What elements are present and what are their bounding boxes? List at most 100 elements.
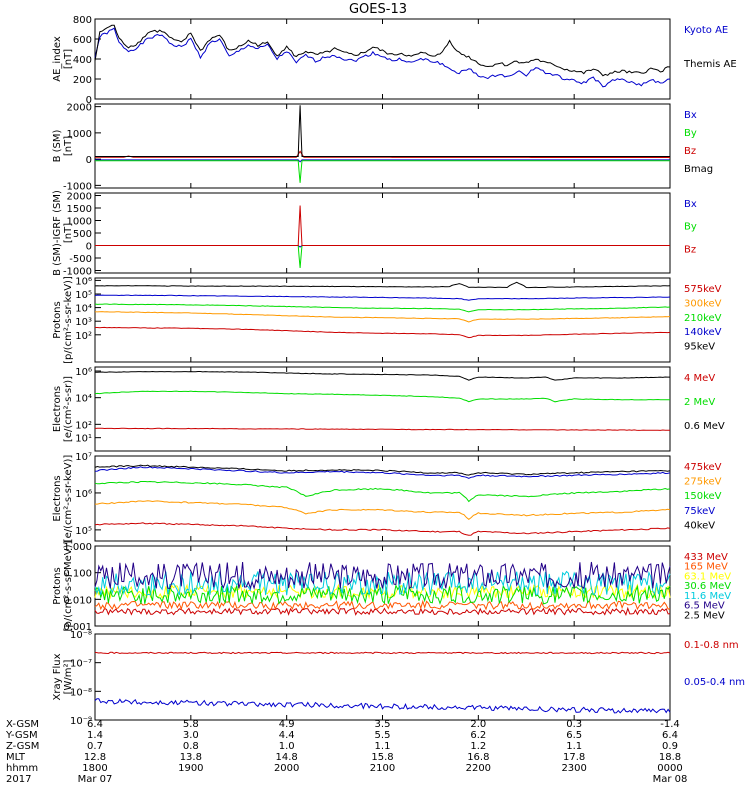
y-tick-label: 10⁴ — [75, 304, 92, 315]
y-axis-label: [W/m²] — [63, 659, 74, 694]
y-tick-label: 200 — [73, 75, 92, 86]
series-line-210kev — [94, 303, 671, 313]
time-axis-value: 1.1 — [375, 741, 391, 752]
time-axis-row-label: Y-GSM — [5, 730, 38, 741]
y-tick-label: 0 — [86, 95, 92, 106]
time-axis-value: 1900 — [178, 763, 203, 774]
series-line-6-5-mev — [94, 561, 671, 591]
legend-label: 575keV — [684, 284, 722, 295]
legend-label: Themis AE — [683, 59, 737, 70]
time-axis-value: 6.4 — [87, 719, 103, 730]
time-axis-value: 14.8 — [276, 752, 298, 763]
series-line-95kev — [94, 281, 671, 289]
legend-label: 2 MeV — [684, 397, 715, 408]
series-line-by — [95, 160, 670, 183]
y-tick-label: 2000 — [67, 103, 92, 114]
y-tick-label: 10² — [75, 331, 92, 342]
panel-8: 10⁻⁸ 10⁻⁷ 10⁻⁸ 10⁻⁹ Xray Flux [W/m²] 0.1-0.8 n… — [52, 630, 745, 727]
y-axis-label: B (SM) — [52, 129, 63, 162]
series-line-0-05-0-4-nm — [94, 698, 671, 714]
panel-6: 10⁷ 10⁶ 10⁵ Electrons [e/(cm²-s-sr-keV)] 475k… — [52, 452, 722, 542]
y-tick-label: 400 — [73, 55, 92, 66]
series-line-4-mev — [94, 427, 671, 431]
y-tick-label: 0.001 — [63, 622, 92, 633]
y-tick-label: 10¹ — [75, 434, 92, 445]
series-line-30-6-mev — [94, 583, 671, 605]
series-line-475kev — [94, 522, 671, 536]
y-axis-label: Electrons — [52, 386, 63, 432]
series-line-433-mev — [94, 606, 671, 617]
legend-label: 6.5 MeV — [684, 601, 725, 612]
legend-label: 2.5 MeV — [684, 610, 725, 621]
panel-frame — [94, 366, 671, 452]
time-axis-row-label: X-GSM — [6, 719, 39, 730]
legend-label: 210keV — [684, 313, 722, 324]
y-tick-label: 10⁶ — [75, 276, 92, 287]
legend-label: Bz — [684, 146, 696, 157]
legend-label: 300keV — [684, 298, 722, 309]
time-axis-value: 1800 — [82, 763, 107, 774]
series-line-150kev — [94, 480, 671, 503]
panel-5: 10⁶ 10⁴ 10² 10¹ Electrons [e/(cm²-s-sr)] 4 MeV… — [52, 366, 725, 452]
panel-4: 10⁶ 10⁵ 10⁴ 10³ 10² Protons [p/(cm²-s-sr-keV)]… — [52, 276, 722, 364]
time-axis-value: 0.8 — [183, 741, 199, 752]
legend-label: 30.6 MeV — [684, 581, 731, 592]
time-axis-value: 1.1 — [566, 741, 582, 752]
series-line-bz — [95, 205, 670, 246]
time-axis-value: -1.4 — [660, 719, 680, 730]
time-axis-value: Mar 08 — [653, 774, 688, 785]
panel-2: 2000 1000 0 -1000 B (SM) [nT] Bx By Bz Bmag — [52, 103, 713, 193]
series-line-themis-ae — [94, 24, 671, 77]
time-axis-value: 0.9 — [662, 741, 678, 752]
panel-frame — [94, 192, 671, 274]
time-axis-value: 5.8 — [183, 719, 199, 730]
time-axis-value: Mar 07 — [78, 774, 113, 785]
time-axis-value: 1.4 — [87, 730, 103, 741]
legend-label: 0.05-0.4 nm — [684, 677, 745, 688]
time-axis-value: 3.5 — [375, 719, 391, 730]
legend-label: By — [684, 128, 697, 139]
series-line-575kev — [95, 326, 671, 339]
y-axis-label: [nT] — [63, 223, 74, 243]
time-axis-value: 13.8 — [180, 752, 202, 763]
time-axis-value: 2000 — [274, 763, 299, 774]
y-tick-label: 10⁻⁸ — [70, 687, 92, 698]
time-axis-value: 1.2 — [470, 741, 486, 752]
y-axis-label: [e/(cm²-s-sr)] — [63, 376, 74, 442]
y-tick-label: 10⁵ — [75, 526, 92, 537]
legend-label: 75keV — [684, 506, 715, 517]
panel-frame — [94, 18, 671, 100]
time-axis-value: 3.0 — [183, 730, 199, 741]
series-line-kyoto-ae — [94, 27, 671, 88]
time-axis-value: 1.0 — [279, 741, 295, 752]
series-line-bmag — [95, 105, 670, 157]
time-axis-value: 12.8 — [84, 752, 106, 763]
series-line-165-mev — [94, 599, 671, 611]
time-axis-value: 0.7 — [87, 741, 103, 752]
y-tick-label: 10² — [75, 420, 92, 431]
legend-label: 475keV — [684, 462, 722, 473]
y-axis-label: [e/(cm²-s-sr-keV)] — [63, 455, 74, 543]
y-axis-label: AE_index — [52, 36, 63, 82]
y-tick-label: 10⁻⁸ — [70, 630, 92, 641]
y-tick-label: 10⁵ — [75, 290, 92, 301]
y-axis-label: B (SM)-IGRF (SM) — [52, 190, 63, 276]
y-axis-label: [nT] — [63, 49, 74, 69]
y-tick-label: 1.000 — [63, 542, 92, 553]
time-axis-value: 6.4 — [662, 730, 678, 741]
y-axis-label: Protons — [52, 301, 63, 338]
legend-label: 11.6 MeV — [684, 591, 731, 602]
legend-label: 275keV — [684, 477, 722, 488]
time-axis-value: 4.4 — [279, 730, 295, 741]
series-line-2-mev — [94, 390, 670, 403]
y-tick-label: -1000 — [63, 181, 92, 192]
series-line-bz — [95, 150, 671, 159]
y-tick-label: 800 — [73, 15, 92, 26]
legend-label: 4 MeV — [684, 373, 715, 384]
y-tick-label: 1000 — [67, 217, 92, 228]
series-line-by — [95, 245, 670, 269]
legend-label: 0.6 MeV — [684, 421, 725, 432]
y-tick-label: 1000 — [67, 129, 92, 140]
